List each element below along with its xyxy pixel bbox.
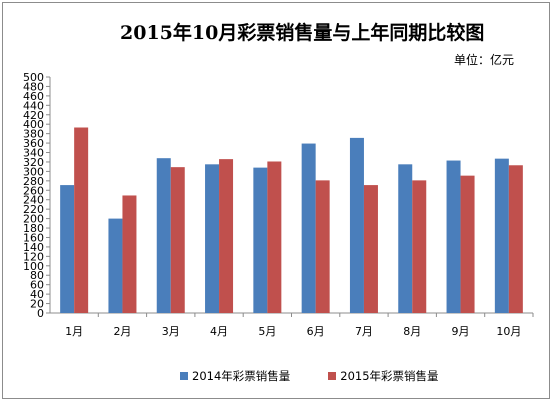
chart-title: 2015年10月彩票销售量与上年同期比较图 <box>120 22 485 44</box>
bar-2015 <box>412 180 427 313</box>
y-tick-label: 120 <box>23 250 44 263</box>
y-tick-label: 240 <box>23 194 44 207</box>
x-tick-label: 2月 <box>113 325 131 338</box>
x-tick-label: 9月 <box>452 325 470 338</box>
y-tick-label: 260 <box>23 184 44 197</box>
bar-2014 <box>253 167 268 313</box>
bar-2015 <box>460 175 475 313</box>
y-tick-label: 60 <box>30 279 44 292</box>
y-tick-label: 200 <box>23 213 44 226</box>
bar-2014 <box>108 218 123 313</box>
y-tick-label: 500 <box>23 71 44 84</box>
y-tick-label: 140 <box>23 241 44 254</box>
legend-swatch-2015 <box>328 372 337 380</box>
bar-2015 <box>170 167 185 313</box>
y-tick-label: 420 <box>23 109 44 122</box>
x-tick-label: 8月 <box>403 325 421 338</box>
bar-2015 <box>219 159 234 313</box>
y-tick-label: 460 <box>23 90 44 103</box>
y-tick-label: 160 <box>23 231 44 244</box>
bar-2014 <box>494 158 509 313</box>
bar-2015 <box>315 180 330 313</box>
y-tick-label: 440 <box>23 99 44 112</box>
x-tick-label: 7月 <box>355 325 373 338</box>
bar-2015 <box>363 185 378 313</box>
x-tick-label: 5月 <box>258 325 276 338</box>
y-tick-label: 360 <box>23 137 44 150</box>
bar-2014 <box>301 143 316 313</box>
y-tick-label: 100 <box>23 260 44 273</box>
bar-2014 <box>398 164 413 313</box>
legend-label-2015: 2015年彩票销售量 <box>340 369 439 383</box>
y-tick-label: 280 <box>23 175 44 188</box>
bar-2014 <box>446 160 461 313</box>
x-tick-label: 4月 <box>210 325 228 338</box>
y-tick-label: 400 <box>23 118 44 131</box>
bar-2014 <box>60 185 75 313</box>
y-tick-label: 220 <box>23 203 44 216</box>
bar-2015 <box>267 161 282 313</box>
y-tick-label: 20 <box>30 298 44 311</box>
bar-2014 <box>349 137 364 313</box>
bar-2014 <box>156 158 171 313</box>
bar-2015 <box>122 195 137 313</box>
legend-item-2014: 2014年彩票销售量 <box>180 368 290 384</box>
x-tick-label: 10月 <box>496 325 521 338</box>
x-tick-label: 3月 <box>162 325 180 338</box>
legend: 2014年彩票销售量 2015年彩票销售量 <box>180 368 439 384</box>
y-tick-label: 180 <box>23 222 44 235</box>
bar-2014 <box>205 164 220 313</box>
y-tick-label: 0 <box>37 307 44 320</box>
y-tick-label: 320 <box>23 156 44 169</box>
legend-swatch-2014 <box>180 372 188 380</box>
legend-item-2015: 2015年彩票销售量 <box>328 368 439 384</box>
y-tick-label: 300 <box>23 165 44 178</box>
y-tick-label: 340 <box>23 147 44 160</box>
x-tick-label: 1月 <box>65 325 83 338</box>
bar-2015 <box>508 165 523 313</box>
y-tick-label: 380 <box>23 128 44 141</box>
y-tick-label: 40 <box>30 288 44 301</box>
y-tick-label: 480 <box>23 80 44 93</box>
bar-2015 <box>74 127 89 313</box>
y-tick-label: 80 <box>30 269 44 282</box>
legend-label-2014: 2014年彩票销售量 <box>192 369 291 383</box>
unit-label: 单位：亿元 <box>454 53 515 67</box>
x-tick-label: 6月 <box>307 325 325 338</box>
